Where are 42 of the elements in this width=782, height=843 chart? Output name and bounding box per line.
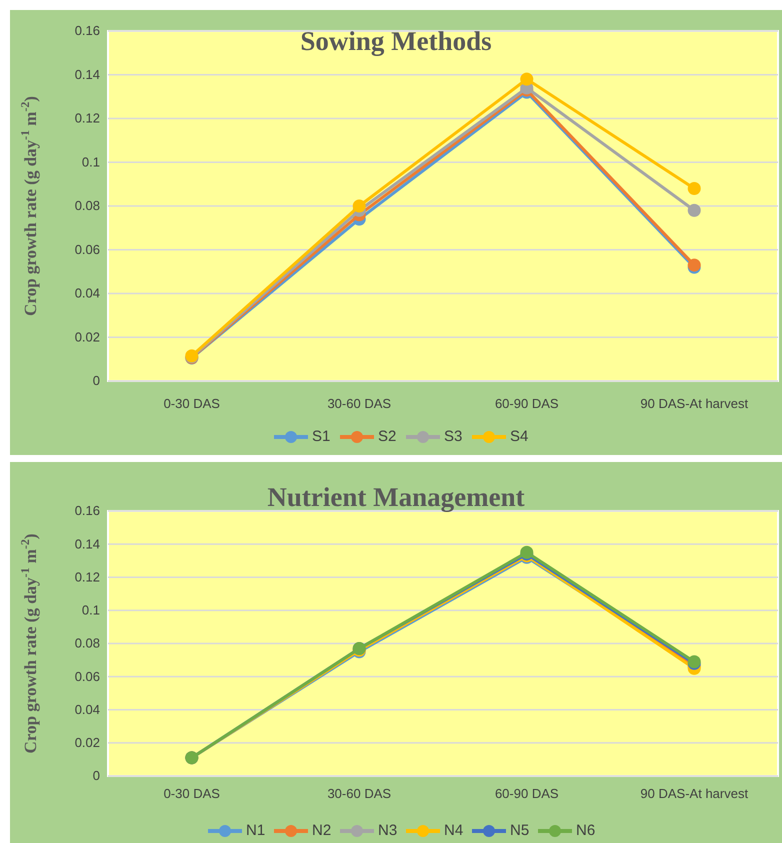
point	[688, 182, 701, 195]
legend-label: S4	[510, 428, 528, 445]
legend-label: N1	[246, 822, 266, 839]
chart-title: Nutrient Management	[267, 482, 525, 512]
legend-label: N5	[510, 822, 530, 839]
y-tick-label: 0	[92, 373, 100, 388]
point	[352, 200, 366, 212]
y-tick-label: 0.1	[82, 154, 100, 170]
point	[688, 204, 701, 217]
y-tick-label: 0	[92, 768, 100, 784]
y-tick-label: 0.14	[74, 536, 100, 552]
y-tick-label: 0.16	[74, 503, 100, 518]
point	[520, 72, 534, 86]
legend-label: N3	[378, 822, 398, 839]
y-tick-label: 0.04	[74, 286, 100, 301]
legend-label: N2	[312, 822, 332, 839]
legend-label: N6	[576, 822, 596, 839]
y-tick-label: 0.06	[74, 242, 100, 257]
legend-label: S2	[378, 428, 396, 445]
legend-label: S1	[312, 428, 330, 445]
y-tick-label: 0.02	[74, 329, 100, 344]
y-tick-label: 0.12	[74, 569, 100, 584]
y-tick-label: 0.08	[74, 636, 100, 651]
y-tick-label: 0.04	[74, 702, 100, 717]
y-tick-label: 0.06	[74, 668, 100, 684]
x-tick-label: 60-90 DAS	[494, 396, 559, 411]
y-tick-label: 0.08	[74, 198, 100, 214]
y-tick-label: 0.02	[74, 735, 100, 750]
y-tick-label: 0.16	[74, 23, 100, 38]
x-tick-label: 60-90 DAS	[494, 786, 559, 801]
x-tick-label: 0-30 DAS	[164, 786, 220, 801]
legend-label: S3	[444, 428, 462, 445]
x-tick-label: 90 DAS-At harvest	[640, 786, 748, 801]
chart-title: Sowing Methods	[300, 26, 492, 56]
y-tick-label: 0.14	[74, 66, 100, 82]
x-tick-label: 90 DAS-At harvest	[640, 396, 748, 411]
legend-label: N4	[444, 822, 464, 839]
x-tick-label: 0-30 DAS	[164, 396, 220, 411]
y-tick-label: 0.1	[82, 602, 100, 618]
y-tick-label: 0.12	[74, 110, 100, 126]
x-tick-label: 30-60 DAS	[327, 786, 392, 801]
x-tick-label: 30-60 DAS	[327, 396, 392, 411]
